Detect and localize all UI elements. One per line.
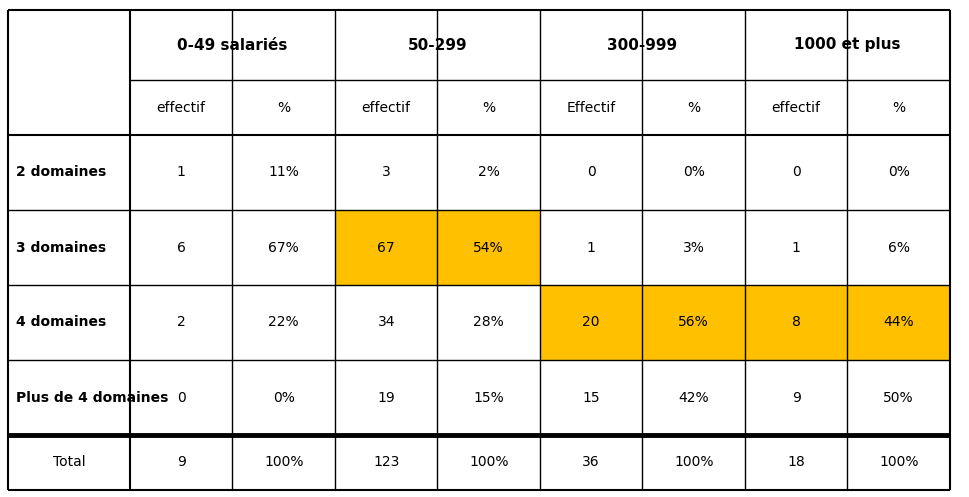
Bar (847, 285, 949, 360)
Text: 1: 1 (586, 241, 595, 254)
Text: Total: Total (52, 455, 85, 470)
Text: 4 domaines: 4 domaines (16, 316, 107, 330)
Text: 2 domaines: 2 domaines (16, 166, 107, 179)
Text: 0%: 0% (682, 166, 703, 179)
Text: %: % (686, 100, 700, 114)
Text: 1: 1 (791, 241, 799, 254)
Text: 44%: 44% (883, 316, 913, 330)
Text: 300-999: 300-999 (607, 37, 677, 53)
Text: 11%: 11% (268, 166, 298, 179)
Text: 0%: 0% (887, 166, 909, 179)
Text: Plus de 4 domaines: Plus de 4 domaines (16, 391, 169, 405)
Text: 28%: 28% (473, 316, 504, 330)
Text: 1: 1 (176, 166, 185, 179)
Text: %: % (277, 100, 290, 114)
Bar (641, 285, 744, 360)
Text: 3: 3 (382, 166, 391, 179)
Text: 67: 67 (377, 241, 394, 254)
Text: 9: 9 (176, 455, 185, 470)
Text: 123: 123 (373, 455, 399, 470)
Text: 100%: 100% (264, 455, 303, 470)
Text: 100%: 100% (469, 455, 508, 470)
Text: 1000 et plus: 1000 et plus (794, 37, 900, 53)
Text: 20: 20 (582, 316, 600, 330)
Text: 0: 0 (176, 391, 185, 405)
Text: 100%: 100% (673, 455, 713, 470)
Text: 15%: 15% (473, 391, 504, 405)
Text: effectif: effectif (771, 100, 820, 114)
Text: 18: 18 (787, 455, 804, 470)
Text: 100%: 100% (878, 455, 918, 470)
Text: %: % (891, 100, 904, 114)
Text: 2: 2 (176, 316, 185, 330)
Text: 6: 6 (176, 241, 185, 254)
Text: effectif: effectif (157, 100, 205, 114)
Text: 22%: 22% (268, 316, 298, 330)
Text: 50%: 50% (883, 391, 913, 405)
Bar (437, 210, 540, 285)
Text: 9: 9 (791, 391, 799, 405)
Text: 34: 34 (377, 316, 394, 330)
Text: 42%: 42% (677, 391, 708, 405)
Text: 0%: 0% (272, 391, 295, 405)
Text: 0-49 salariés: 0-49 salariés (177, 37, 288, 53)
Text: 15: 15 (581, 391, 600, 405)
Bar (744, 285, 847, 360)
Text: 67%: 67% (268, 241, 298, 254)
Text: %: % (482, 100, 495, 114)
Text: 36: 36 (581, 455, 600, 470)
Text: 3%: 3% (682, 241, 703, 254)
Text: 8: 8 (791, 316, 799, 330)
Text: 2%: 2% (478, 166, 499, 179)
Text: 50-299: 50-299 (407, 37, 467, 53)
Text: 56%: 56% (677, 316, 708, 330)
Text: effectif: effectif (361, 100, 410, 114)
Text: 19: 19 (377, 391, 394, 405)
Text: 3 domaines: 3 domaines (16, 241, 106, 254)
Text: 0: 0 (791, 166, 799, 179)
Text: 54%: 54% (473, 241, 504, 254)
Text: Effectif: Effectif (566, 100, 615, 114)
Bar (334, 210, 437, 285)
Text: 0: 0 (586, 166, 595, 179)
Bar (540, 285, 641, 360)
Text: 6%: 6% (887, 241, 909, 254)
